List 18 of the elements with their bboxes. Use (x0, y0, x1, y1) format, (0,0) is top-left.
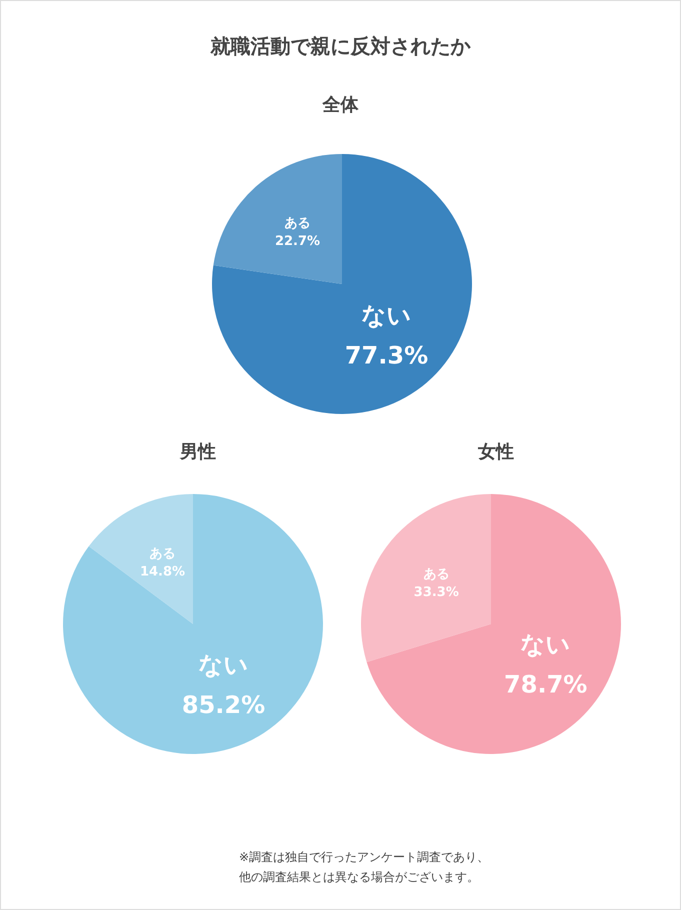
chart-title: 女性 (477, 442, 514, 462)
data-label: 33.3% (414, 585, 459, 600)
data-label: 22.7% (274, 234, 320, 250)
slice-label: ある (150, 546, 176, 562)
slice-label: ある (284, 216, 311, 232)
slice-label: ない (361, 301, 412, 330)
slice-label: ある (423, 567, 450, 582)
chart-title: 就職活動で親に反対されたか (210, 34, 472, 58)
text: 他の調査結果とは異なる場合がございます。 (239, 870, 479, 884)
data-label: 85.2% (182, 690, 266, 719)
chart-title: 男性 (179, 442, 216, 462)
slice-label: ない (520, 630, 571, 658)
slice-label: ない (198, 650, 248, 679)
chart-subtitle: 全体 (322, 94, 360, 116)
data-label: 78.7% (504, 670, 588, 698)
text: ※調査は独自で行ったアンケート調査であり、 (239, 850, 490, 864)
data-label: 14.8% (140, 564, 186, 580)
data-label: 77.3% (344, 341, 428, 370)
